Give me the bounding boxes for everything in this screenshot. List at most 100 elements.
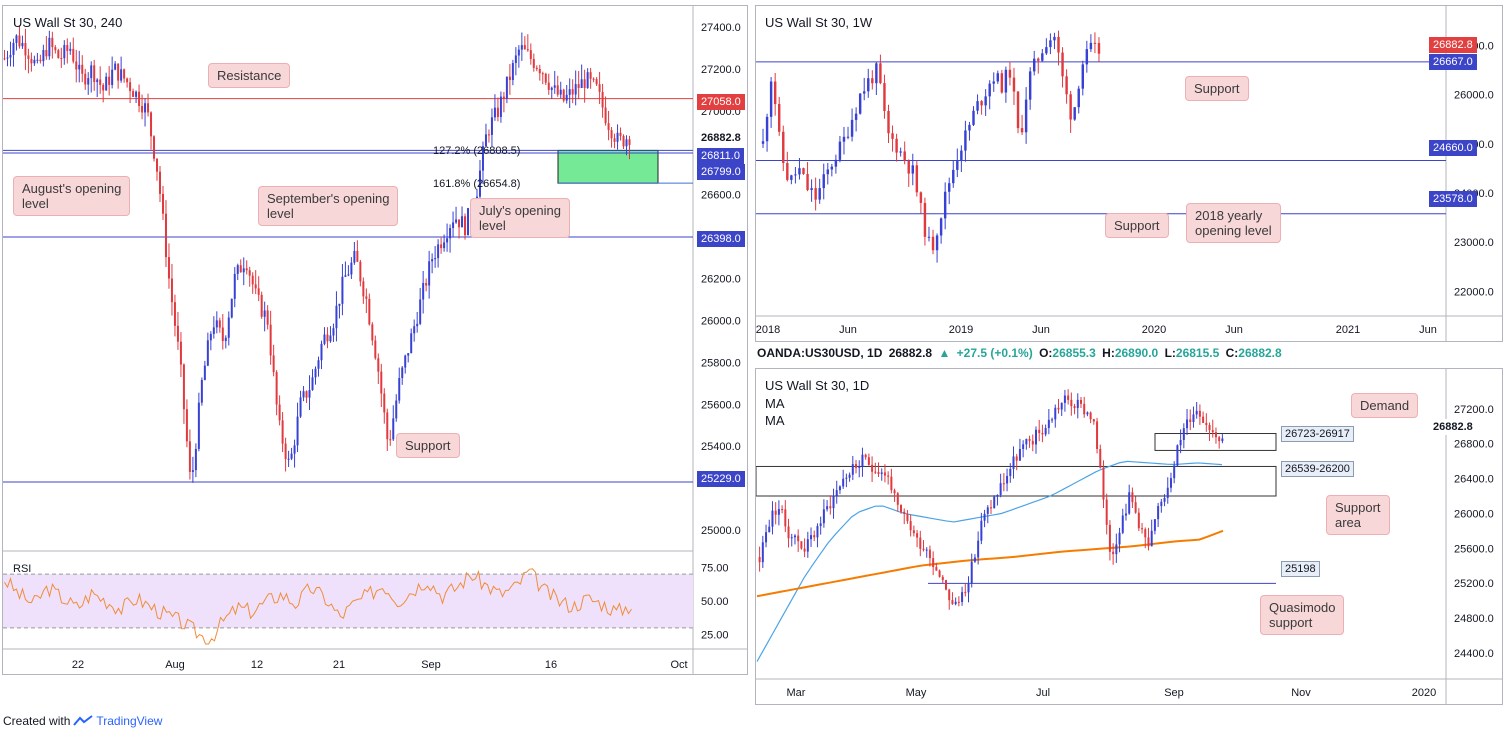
candle-body: [1065, 76, 1068, 95]
candle-body: [206, 340, 209, 366]
candle-body: [105, 76, 108, 91]
candle-body: [1093, 42, 1097, 44]
candle-body: [1205, 422, 1208, 425]
chart-canvas-weekly[interactable]: 27000.026000.025000.024000.023000.022000…: [756, 6, 1503, 342]
chart-canvas-4h[interactable]: 27400.027200.027000.026600.026200.026000…: [3, 6, 748, 675]
candle-body: [1115, 544, 1118, 555]
candle-body: [863, 91, 866, 94]
candle-body: [781, 509, 784, 511]
rsi-tick-label: 50.00: [701, 596, 729, 608]
price-tick-label: 25800.0: [701, 357, 741, 369]
time-tick-label: May: [906, 687, 927, 699]
candle-body: [21, 42, 24, 47]
candle-body: [1006, 475, 1009, 484]
candle-body: [326, 334, 329, 342]
chart-panel-daily[interactable]: 27200.0 26800.0 26400.0 26000.0 25600.0 25200…: [755, 368, 1503, 705]
candle-body: [132, 91, 135, 97]
candle-body: [212, 327, 215, 334]
chart-panel-weekly[interactable]: 27000.026000.025000.024000.023000.022000…: [755, 5, 1503, 342]
time-tick-label: Aug: [165, 659, 185, 671]
candle-body: [347, 274, 350, 276]
candle-body: [1073, 107, 1076, 120]
candle-body: [568, 89, 571, 95]
ma-fast-line: [756, 460, 1223, 662]
candle-body: [1060, 402, 1063, 410]
candle-body: [329, 335, 332, 342]
candle-body: [1153, 519, 1156, 531]
candle-body: [625, 139, 628, 147]
price-change: +27.5 (+0.1%): [956, 346, 1033, 360]
candle-body: [272, 355, 275, 373]
candle-body: [782, 131, 785, 164]
candle-body: [915, 165, 919, 193]
candle-body: [493, 107, 496, 118]
credit-text: Created with: [3, 714, 71, 728]
candle-body: [835, 490, 838, 496]
fib-161-label: 161.8% (26654.8): [433, 178, 520, 190]
candle-body: [964, 592, 967, 594]
candle-body: [308, 390, 311, 398]
candle-body: [931, 236, 935, 251]
rsi-band: [3, 574, 693, 628]
price-tick-label: 26600.0: [701, 190, 741, 202]
candle-body: [595, 79, 598, 85]
chart-panel-4h[interactable]: 27400.0 27200.0 27000.0 26600.0 26200.0 26000…: [2, 5, 748, 675]
price-tick-label: 24800.0: [1454, 613, 1494, 625]
time-tick-label: Nov: [1291, 687, 1311, 699]
candle-body: [855, 464, 858, 468]
candle-body: [893, 490, 896, 494]
candle-body: [838, 486, 841, 491]
time-tick-label: 2021: [1336, 324, 1360, 336]
candle-body: [842, 478, 845, 487]
candle-body: [266, 310, 269, 325]
candle-body: [416, 323, 419, 327]
candle-body: [939, 218, 943, 236]
candle-body: [765, 116, 769, 142]
candle-body: [1179, 439, 1182, 446]
candle-body: [601, 91, 604, 108]
candle-body: [1073, 406, 1076, 409]
candle-body: [1047, 419, 1050, 428]
candle-body: [990, 507, 992, 509]
tradingview-credit[interactable]: Created with TradingView: [3, 714, 162, 728]
candle-body: [1067, 395, 1070, 400]
candle-body: [12, 42, 15, 55]
candle-body: [215, 320, 218, 328]
candle-body: [1085, 49, 1089, 65]
candle-body: [230, 298, 233, 318]
candle-body: [589, 72, 592, 79]
candle-body: [861, 454, 864, 467]
chart-title: US Wall St 30, 1D: [765, 378, 870, 393]
price-tick-label: 26400.0: [1454, 474, 1494, 486]
candle-body: [99, 79, 102, 85]
candle-body: [374, 340, 377, 359]
price-tag-support: 25229.0: [697, 471, 745, 487]
candle-body: [93, 65, 96, 82]
candle-body: [481, 146, 484, 171]
symbol-label: OANDA:US30USD, 1D: [757, 346, 883, 360]
candle-body: [790, 537, 793, 539]
candle-body: [628, 139, 631, 145]
candle-body: [182, 364, 185, 410]
candle-body: [761, 542, 764, 563]
candle-body: [1192, 414, 1195, 422]
candle-body: [787, 526, 790, 539]
candle-body: [311, 377, 314, 391]
candle-body: [919, 192, 923, 203]
candle-body: [1038, 429, 1041, 434]
candle-body: [583, 79, 586, 88]
candle-body: [1002, 483, 1005, 485]
candle-body: [871, 78, 874, 84]
candle-body: [541, 73, 544, 75]
tradingview-logo-icon: [73, 715, 93, 726]
candle-body: [1189, 419, 1192, 422]
candle-body: [883, 472, 886, 476]
time-tick-label: 2018: [756, 324, 780, 336]
candle-body: [806, 173, 809, 191]
candle-body: [39, 59, 42, 62]
candle-body: [996, 73, 999, 82]
candle-body: [478, 170, 481, 197]
chart-canvas-daily[interactable]: 27200.0 26800.0 26400.0 26000.0 25600.0 25200…: [756, 369, 1503, 705]
candle-body: [1009, 468, 1012, 476]
candle-body: [912, 530, 915, 534]
